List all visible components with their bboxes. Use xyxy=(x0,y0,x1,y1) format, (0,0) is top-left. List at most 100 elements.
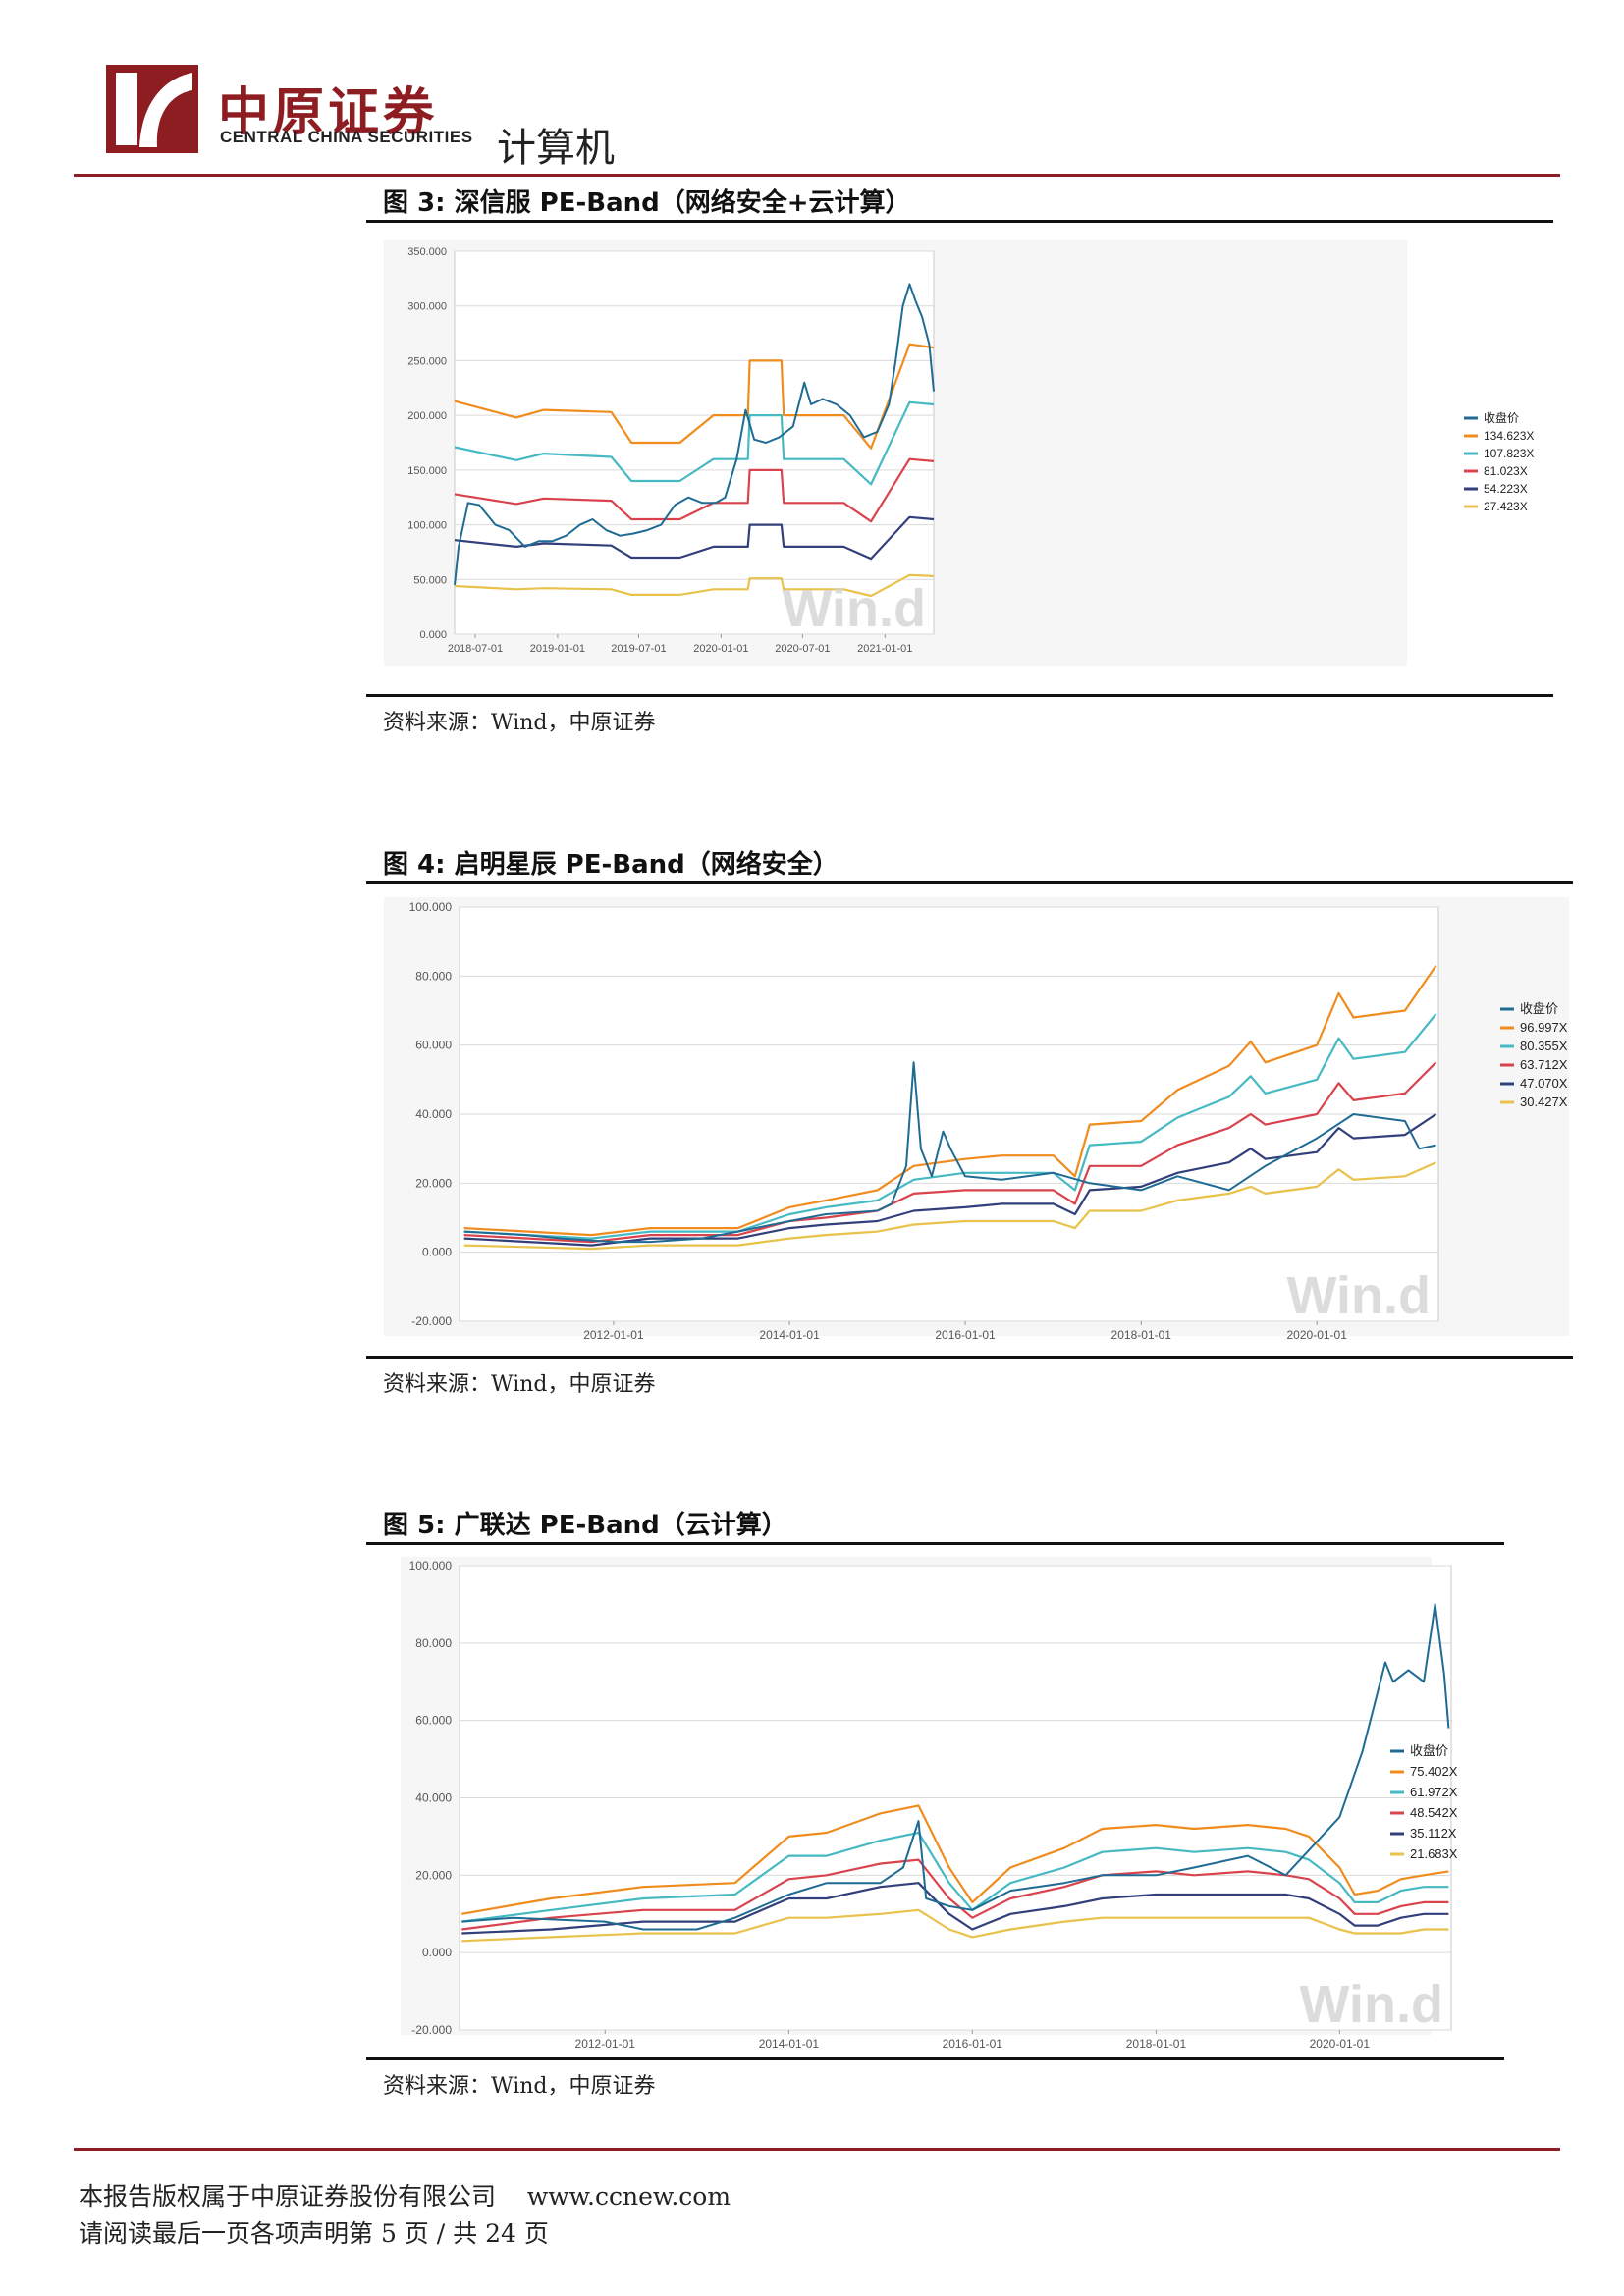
series-line-3 xyxy=(463,1061,1437,1244)
y-tick-label: -20.000 xyxy=(411,2023,452,2037)
legend-label: 54.223X xyxy=(1484,482,1528,496)
figure-5-top-rule xyxy=(366,1542,1504,1545)
figure-4-bottom-rule xyxy=(366,1356,1573,1359)
x-tick-label: 2020-07-01 xyxy=(775,643,830,655)
series-line-1 xyxy=(461,1804,1449,1915)
x-tick-label: 2018-01-01 xyxy=(1111,1328,1172,1342)
y-tick-label: 0.000 xyxy=(419,629,447,641)
x-tick-label: 2014-01-01 xyxy=(759,1328,820,1342)
figure-5-source: 资料来源：Wind，中原证券 xyxy=(383,2074,656,2099)
footer-page-note: 请阅读最后一页各项声明第 5 页 / 共 24 页 xyxy=(79,2219,549,2248)
legend-label: 27.423X xyxy=(1484,500,1528,513)
figure-3-top-rule xyxy=(366,220,1553,223)
y-tick-label: 50.000 xyxy=(413,574,447,586)
y-tick-label: 60.000 xyxy=(415,1039,452,1052)
y-tick-label: 40.000 xyxy=(415,1107,452,1121)
y-tick-label: 100.000 xyxy=(409,1559,453,1573)
legend-label: 96.997X xyxy=(1520,1020,1568,1035)
x-tick-label: 2021-01-01 xyxy=(857,643,912,655)
y-tick-label: 300.000 xyxy=(407,301,447,313)
company-name-en: CENTRAL CHINA SECURITIES xyxy=(220,128,473,146)
x-tick-label: 2012-01-01 xyxy=(583,1328,644,1342)
wind-watermark: Win.d xyxy=(1300,1975,1443,2034)
y-tick-label: 40.000 xyxy=(415,1791,452,1805)
legend-label: 81.023X xyxy=(1484,464,1528,478)
legend-label: 30.427X xyxy=(1520,1095,1568,1109)
legend-label: 21.683X xyxy=(1410,1846,1458,1861)
y-tick-label: 80.000 xyxy=(415,1636,452,1650)
legend-label: 收盘价 xyxy=(1410,1743,1448,1758)
x-tick-label: 2019-01-01 xyxy=(530,643,585,655)
x-tick-label: 2020-01-01 xyxy=(1287,1328,1348,1342)
figure-4-top-rule xyxy=(366,881,1573,884)
figure-3-title: 图 3: 深信服 PE-Band（网络安全+云计算） xyxy=(383,188,911,218)
x-tick-label: 2012-01-01 xyxy=(575,2037,636,2051)
company-logo xyxy=(106,65,198,153)
figure-4-chart: -20.000 0.000 20.000 40.000 60.000 80.000 100.… xyxy=(384,897,1569,1342)
y-tick-label: 0.000 xyxy=(422,1246,452,1259)
legend-label: 134.623X xyxy=(1484,429,1534,443)
series-line-0 xyxy=(454,283,935,586)
legend-label: 35.112X xyxy=(1410,1826,1457,1841)
y-tick-label: -20.000 xyxy=(411,1314,452,1328)
figure-3-source: 资料来源：Wind，中原证券 xyxy=(383,711,656,735)
series-line-3 xyxy=(454,457,935,523)
y-tick-label: 20.000 xyxy=(415,1176,452,1190)
y-tick-label: 0.000 xyxy=(422,1946,452,1959)
y-tick-label: 350.000 xyxy=(407,246,447,258)
series-line-0 xyxy=(461,1603,1450,1931)
series-line-4 xyxy=(461,1882,1449,1935)
wind-watermark: Win.d xyxy=(1287,1266,1431,1325)
series-line-0 xyxy=(463,1061,1436,1244)
series-line-4 xyxy=(454,515,935,561)
report-sector: 计算机 xyxy=(497,126,615,171)
y-tick-label: 60.000 xyxy=(415,1714,452,1728)
y-tick-label: 150.000 xyxy=(407,465,447,477)
legend-label: 48.542X xyxy=(1410,1805,1458,1820)
legend-label: 收盘价 xyxy=(1520,1001,1558,1016)
x-tick-label: 2014-01-01 xyxy=(759,2037,820,2051)
header-divider xyxy=(74,174,1560,177)
y-tick-label: 200.000 xyxy=(407,410,447,422)
series-line-1 xyxy=(463,965,1437,1237)
figure-5-chart: -20.000 0.000 20.000 40.000 60.000 80.000 100.… xyxy=(401,1557,1458,2051)
series-line-5 xyxy=(463,1161,1436,1251)
x-tick-label: 2020-01-01 xyxy=(693,643,748,655)
figure-5-bottom-rule xyxy=(366,2057,1504,2060)
y-tick-label: 20.000 xyxy=(415,1868,452,1882)
legend-label: 收盘价 xyxy=(1484,410,1519,425)
series-line-5 xyxy=(461,1908,1449,1943)
figure-3-chart: 0.000 50.000 100.000 150.000 200.000 250.000 3… xyxy=(384,240,1534,666)
figure-4-source: 资料来源：Wind，中原证券 xyxy=(383,1372,656,1397)
series-line-2 xyxy=(463,1013,1437,1240)
footer-copyright-line: 本报告版权属于中原证券股份有限公司 www.ccnew.com xyxy=(79,2177,731,2213)
wind-watermark: Win.d xyxy=(783,579,926,638)
legend-label: 107.823X xyxy=(1484,447,1534,460)
y-tick-label: 100.000 xyxy=(409,900,453,914)
x-tick-label: 2018-07-01 xyxy=(448,643,503,655)
plot-area xyxy=(454,250,935,635)
legend-label: 61.972X xyxy=(1410,1785,1458,1799)
series-line-2 xyxy=(454,400,935,486)
footer-copyright: 本报告版权属于中原证券股份有限公司 xyxy=(79,2182,497,2211)
y-tick-label: 80.000 xyxy=(415,969,452,983)
y-tick-label: 250.000 xyxy=(407,355,447,367)
company-name-cn: 中原证券 xyxy=(218,82,439,142)
figure-5-title: 图 5: 广联达 PE-Band（云计算） xyxy=(383,1511,787,1540)
x-tick-label: 2020-01-01 xyxy=(1310,2037,1371,2051)
series-line-2 xyxy=(461,1831,1449,1923)
figure-4-title: 图 4: 启明星辰 PE-Band（网络安全） xyxy=(383,850,839,880)
y-tick-label: 100.000 xyxy=(407,520,447,532)
figure-3-bottom-rule xyxy=(366,694,1553,697)
x-tick-label: 2016-01-01 xyxy=(935,1328,996,1342)
legend-label: 47.070X xyxy=(1520,1076,1568,1091)
footer-website[interactable]: www.ccnew.com xyxy=(526,2182,731,2211)
x-tick-label: 2018-01-01 xyxy=(1126,2037,1187,2051)
footer-divider xyxy=(74,2148,1560,2151)
series-line-3 xyxy=(461,1858,1449,1931)
legend-label: 80.355X xyxy=(1520,1039,1568,1053)
legend-label: 63.712X xyxy=(1520,1057,1568,1072)
series-line-4 xyxy=(463,1113,1437,1247)
x-tick-label: 2019-07-01 xyxy=(611,643,666,655)
legend-label: 75.402X xyxy=(1410,1764,1458,1779)
